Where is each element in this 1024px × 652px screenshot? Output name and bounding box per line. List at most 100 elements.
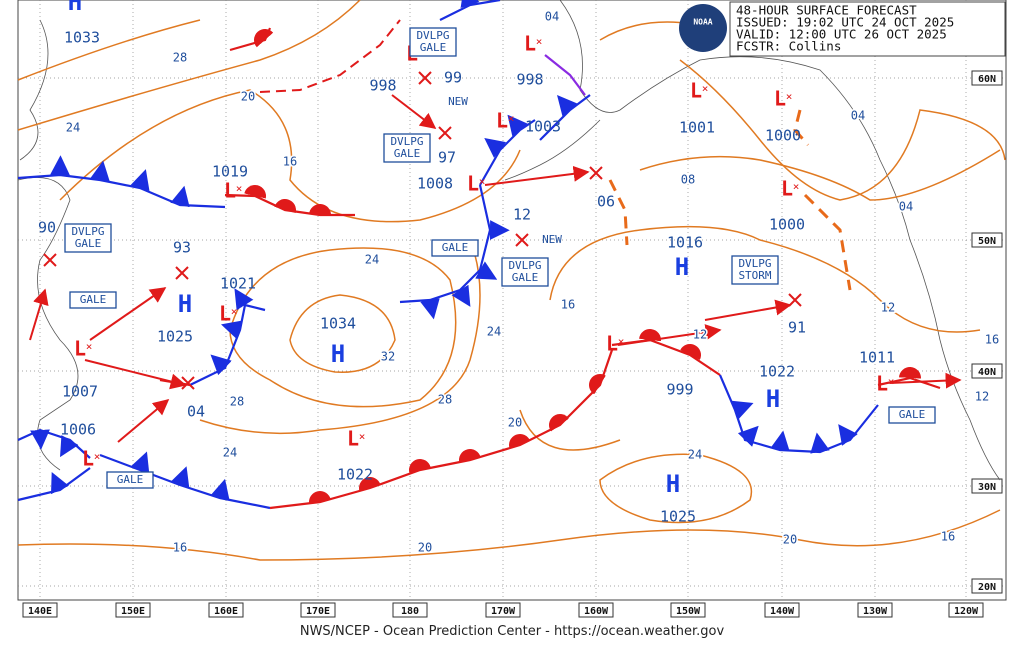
lat-label: 40N xyxy=(978,367,996,378)
warning-text: GALE xyxy=(899,408,926,421)
center-pressure: 97 xyxy=(438,149,456,167)
center-pressure: 1022 xyxy=(759,363,795,381)
low-center: L xyxy=(524,32,536,56)
isobar-label: 08 xyxy=(681,173,695,187)
low-x: × xyxy=(479,175,486,188)
warning-box xyxy=(409,27,457,57)
center-pressure: 99 xyxy=(444,69,462,87)
high-center: H xyxy=(675,253,689,281)
warning-box xyxy=(731,255,779,285)
isobar-label: 16 xyxy=(941,530,955,544)
lat-label: 60N xyxy=(978,74,996,85)
low-center: L xyxy=(496,109,508,133)
map: 140E 150E 160E 170E 180 170W 160W 150W 140W 130W 1… xyxy=(17,0,1007,618)
center-pressure: 12 xyxy=(513,206,531,224)
low-x: × xyxy=(236,182,243,195)
isobar-label: 28 xyxy=(173,51,187,65)
lon-label: 180 xyxy=(401,606,419,617)
warning-text: GALE xyxy=(80,293,107,306)
isobar-label: 24 xyxy=(365,253,379,267)
lon-label: 150W xyxy=(676,606,701,617)
isobar-label: 24 xyxy=(487,325,501,339)
center-pressure: 1021 xyxy=(220,275,256,293)
warning-text: GALE xyxy=(394,147,421,160)
footer: NWS/NCEP - Ocean Prediction Center - htt… xyxy=(299,624,725,639)
warning-text: GALE xyxy=(117,473,144,486)
lon-label-box xyxy=(392,602,428,618)
high-center: H xyxy=(766,385,780,413)
warning-text: GALE xyxy=(75,237,102,250)
isobars xyxy=(17,0,1006,561)
header-issued: ISSUED: 19:02 UTC 24 OCT 2025 xyxy=(736,15,954,30)
lon-label-box xyxy=(948,602,984,618)
center-x xyxy=(418,71,432,85)
isobar-label: 20 xyxy=(783,533,797,547)
low-x: × xyxy=(231,305,238,318)
center-pressure: 999 xyxy=(666,381,693,399)
isobar-label: 04 xyxy=(899,200,913,214)
lon-label-box xyxy=(857,602,893,618)
center-pressure: 998 xyxy=(369,77,396,95)
motion-arrows xyxy=(29,94,962,443)
high-center: H xyxy=(331,340,345,368)
fronts xyxy=(17,0,941,510)
warning-text: STORM xyxy=(738,269,771,282)
center-x xyxy=(438,126,452,140)
lon-label-box xyxy=(115,602,151,618)
lat-label: 50N xyxy=(978,236,996,247)
isobar-label: 16 xyxy=(283,155,297,169)
center-pressure: 1007 xyxy=(62,383,98,401)
lon-label: 160E xyxy=(214,606,238,617)
isobar-label: 12 xyxy=(881,301,895,315)
lon-label: 130W xyxy=(863,606,888,617)
low-x: × xyxy=(786,90,793,103)
low-center: L xyxy=(774,87,786,111)
center-pressure: 1000 xyxy=(769,216,805,234)
center-x xyxy=(43,253,57,267)
header-valid: VALID: 12:00 UTC 26 OCT 2025 xyxy=(736,27,947,42)
low-center: L xyxy=(876,372,888,396)
center-note: NEW xyxy=(448,95,468,108)
low-center: L xyxy=(74,337,86,361)
low-x: × xyxy=(702,82,709,95)
high-center: H xyxy=(666,470,680,498)
center-pressure: 1001 xyxy=(679,119,715,137)
center-pressure: 998 xyxy=(516,71,543,89)
header-box: NOAA 48-HOUR SURFACE FORECAST ISSUED: 19… xyxy=(679,1,1006,57)
lon-label-box xyxy=(578,602,614,618)
center-note: NEW xyxy=(542,233,562,246)
lat-label-box xyxy=(971,70,1003,86)
center-pressure: 1033 xyxy=(64,29,100,47)
low-x: × xyxy=(508,112,515,125)
center-x xyxy=(181,376,195,390)
lat-label: 30N xyxy=(978,482,996,493)
header-forecaster: FCSTR: Collins xyxy=(736,39,841,54)
isobar-label: 28 xyxy=(230,395,244,409)
lon-label: 120W xyxy=(954,606,979,617)
isobar-label: 12 xyxy=(975,390,989,404)
warning-text: GALE xyxy=(442,241,469,254)
isobar-label: 24 xyxy=(223,446,237,460)
warning-text: GALE xyxy=(512,271,539,284)
isobar-label: 28 xyxy=(438,393,452,407)
lon-label: 140E xyxy=(28,606,52,617)
lon-label-box xyxy=(22,602,58,618)
warning-box xyxy=(431,239,479,257)
center-pressure: 1000 xyxy=(765,127,801,145)
low-x: × xyxy=(793,180,800,193)
center-pressure: 1019 xyxy=(212,163,248,181)
low-center: L xyxy=(467,172,479,196)
isobar-label: 04 xyxy=(545,10,559,24)
low-x: × xyxy=(86,340,93,353)
lon-label: 140W xyxy=(770,606,795,617)
isobar-label: 24 xyxy=(688,448,702,462)
isobar-label: 20 xyxy=(508,416,522,430)
lon-label: 150E xyxy=(121,606,145,617)
low-x: × xyxy=(618,335,625,348)
isobar-label: 20 xyxy=(418,541,432,555)
lat-label-box xyxy=(971,478,1003,494)
low-center: L xyxy=(781,177,793,201)
logo xyxy=(679,4,727,52)
